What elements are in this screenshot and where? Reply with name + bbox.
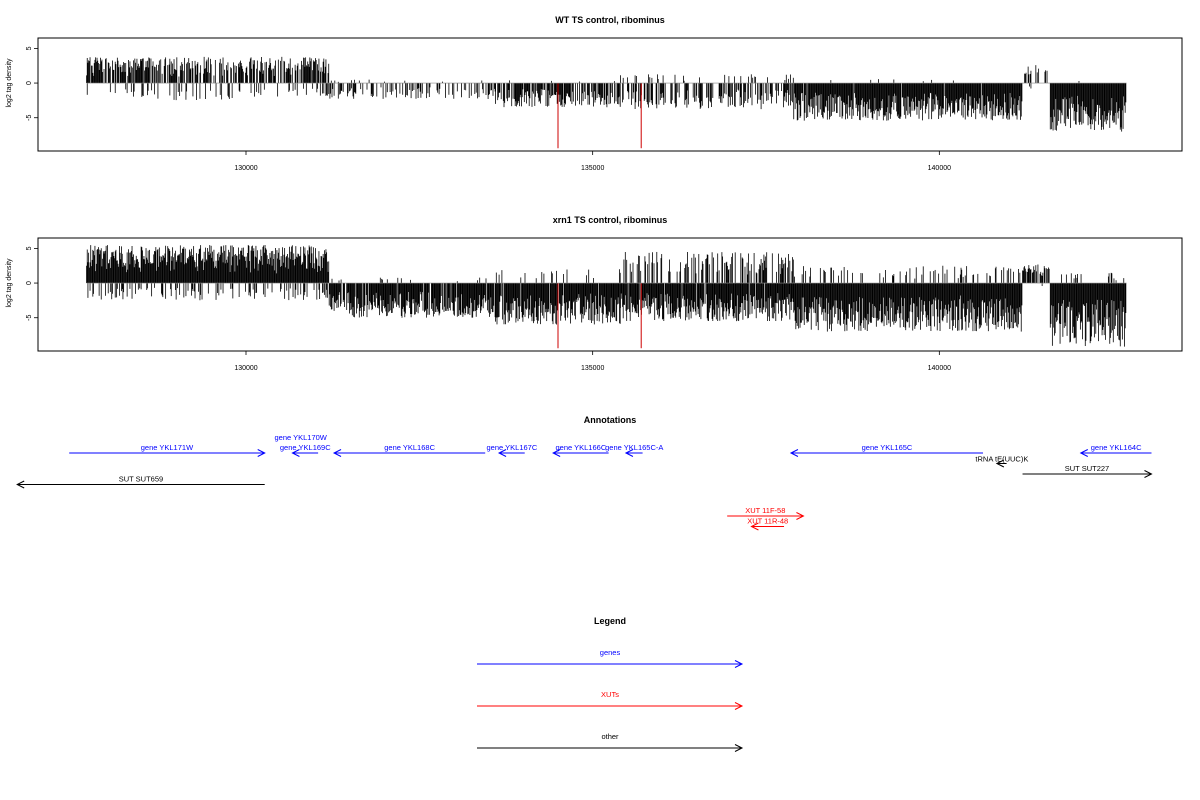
annotation-label: XUT 11F-58	[745, 506, 785, 515]
annotation-feature: SUT SUT659	[16, 475, 265, 489]
annotation-feature: XUT 11F-58	[727, 506, 805, 520]
annotation-label: gene YKL165C-A	[605, 443, 663, 452]
legend-label: XUTs	[601, 690, 619, 699]
x-tick-label: 140000	[928, 165, 951, 172]
annotation-arrow-arrowhead	[1079, 449, 1088, 457]
annotation-label: gene YKL170W	[274, 433, 327, 442]
annotation-feature: gene YKL168C	[332, 443, 486, 457]
annotation-arrow-arrowhead	[1144, 470, 1153, 478]
annotation-feature: gene YKL170W	[274, 433, 327, 442]
y-tick-label: 0	[26, 281, 33, 285]
annotation-label: gene YKL168C	[384, 443, 435, 452]
wt-track-ylabel: log2 tag density	[6, 58, 13, 108]
annotation-feature: gene YKL167C	[487, 443, 538, 457]
legend-arrow-arrowhead	[734, 744, 744, 752]
annotation-feature: SUT SUT227	[1022, 464, 1153, 478]
annotation-arrow-arrowhead	[552, 449, 561, 457]
legend-items: genes XUTs other	[477, 648, 744, 752]
annotation-feature: gene YKL165C-A	[605, 443, 663, 457]
annotation-label: SUT SUT227	[1065, 464, 1109, 473]
xrn1-track-markers	[557, 283, 642, 349]
x-tick-label: 140000	[928, 365, 951, 372]
annotation-label: gene YKL164C	[1091, 443, 1142, 452]
y-tick-label: 5	[26, 46, 33, 50]
annotation-label: gene YKL167C	[487, 443, 538, 452]
annotation-arrow-arrowhead	[257, 449, 266, 457]
xrn1-track-y-axis: 5 0 -5	[26, 246, 38, 321]
annotation-feature: XUT 11R-48	[747, 517, 788, 531]
xrn1-track-ylabel: log2 tag density	[6, 258, 13, 308]
annotation-arrow-arrowhead	[497, 449, 507, 457]
legend-item: other	[477, 732, 744, 752]
wt-track-title: WT TS control, ribominus	[555, 15, 665, 25]
annotation-label: SUT SUT659	[119, 475, 163, 484]
wt-track-markers	[557, 83, 642, 149]
legend-label: other	[601, 732, 619, 741]
annotation-arrow-arrowhead	[16, 480, 25, 489]
y-tick-label: 0	[26, 81, 33, 85]
wt-track-y-axis: 5 0 -5	[26, 46, 38, 121]
annotation-feature: gene YKL169C	[280, 443, 331, 457]
annotation-label: gene YKL171W	[141, 443, 194, 452]
annotation-feature: gene YKL166C	[552, 443, 609, 457]
x-tick-label: 130000	[234, 365, 257, 372]
x-tick-label: 135000	[581, 365, 604, 372]
annotation-arrow-arrowhead	[995, 459, 1005, 468]
annotation-feature: gene YKL165C	[789, 443, 984, 457]
xrn1-track-plot-frame	[37, 237, 1183, 352]
legend-arrow-arrowhead	[734, 660, 744, 668]
annotation-feature: gene YKL171W	[69, 443, 266, 457]
annotation-feature: gene YKL164C	[1079, 443, 1152, 457]
annotation-arrow-arrowhead	[789, 449, 799, 457]
legend-panel: Legend genes XUTs other	[477, 616, 744, 752]
annotation-label: gene YKL165C	[862, 443, 913, 452]
wt-track-plot-frame	[37, 37, 1183, 152]
legend-arrow-arrowhead	[734, 702, 744, 710]
annotation-arrow-arrowhead	[332, 449, 342, 457]
legend-label: genes	[600, 648, 621, 657]
y-tick-label: 5	[26, 246, 33, 250]
annotation-label: gene YKL166C	[556, 443, 607, 452]
legend-item: XUTs	[477, 690, 744, 710]
annotations-title: Annotations	[584, 415, 637, 425]
legend-title: Legend	[594, 616, 626, 626]
annotation-feature: tRNA tE(UUC)K	[975, 455, 1028, 468]
annotation-arrow-arrowhead	[796, 512, 805, 520]
x-tick-label: 135000	[581, 165, 604, 172]
xrn1-track-panel: xrn1 TS control, ribominus log2 tag dens…	[6, 215, 1183, 372]
x-tick-label: 130000	[234, 165, 257, 172]
legend-item: genes	[477, 648, 744, 668]
y-tick-label: -5	[26, 115, 33, 121]
xrn1-track-title: xrn1 TS control, ribominus	[553, 215, 668, 225]
annotation-label: XUT 11R-48	[747, 517, 788, 526]
y-tick-label: -5	[26, 315, 33, 321]
annotation-arrow-arrowhead	[750, 522, 759, 531]
wt-track-panel: WT TS control, ribominus log2 tag densit…	[6, 15, 1183, 172]
annotation-label: gene YKL169C	[280, 443, 331, 452]
annotation-label: tRNA tE(UUC)K	[975, 455, 1028, 464]
wt-track-bars	[86, 56, 1127, 132]
wt-track-x-axis: 130000 135000 140000	[234, 151, 951, 172]
annotation-arrow-arrowhead	[291, 449, 300, 457]
xrn1-track-bars	[86, 244, 1127, 347]
xrn1-track-x-axis: 130000 135000 140000	[234, 351, 951, 372]
annotation-arrow-arrowhead	[624, 449, 634, 457]
